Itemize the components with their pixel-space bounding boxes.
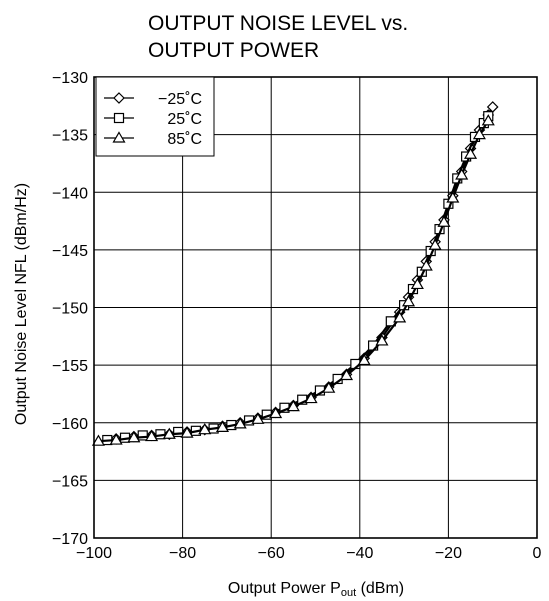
series-square	[102, 111, 494, 446]
x-axis-label-unit: (dBm)	[356, 580, 404, 597]
triangle-marker	[419, 259, 433, 271]
square-marker	[137, 430, 148, 441]
triangle-marker	[455, 168, 469, 180]
legend-label: 85˚C	[167, 131, 202, 148]
triangle-marker	[464, 147, 478, 159]
x-tick-label: −20	[435, 545, 462, 562]
legend-item: 25˚C	[104, 111, 202, 128]
triangle-marker	[251, 412, 265, 424]
x-tick-label: 0	[533, 545, 542, 562]
triangle-marker	[269, 406, 283, 419]
tick-labels: −100 −80 −60 −40 −20 0 −130 −135 −140 −145 −150 −15…	[52, 70, 542, 562]
triangle-marker	[339, 368, 354, 381]
triangle-marker	[198, 422, 212, 435]
y-tick-label: −155	[52, 358, 88, 375]
triangle-marker	[215, 420, 230, 432]
triangle-marker	[233, 417, 247, 429]
legend-square-marker	[113, 112, 125, 124]
triangle-marker	[180, 426, 194, 438]
legend-item: 85˚C	[104, 131, 202, 148]
y-tick-label: −130	[52, 70, 88, 87]
y-tick-label: −135	[52, 128, 88, 145]
triangle-marker	[286, 399, 300, 412]
x-tick-label: −80	[169, 545, 196, 562]
triangle-marker	[437, 215, 451, 227]
triangle-marker	[162, 427, 176, 439]
x-tick-label: −100	[76, 545, 112, 562]
legend-diamond-marker	[113, 92, 125, 104]
y-tick-label: −145	[52, 243, 88, 260]
x-axis-label: Output Power Pout (dBm)	[228, 580, 404, 599]
square-marker	[173, 426, 184, 438]
legend-triangle-marker	[112, 131, 126, 143]
legend-label: 25˚C	[167, 111, 202, 128]
triangle-marker	[375, 334, 389, 346]
triangle-marker	[109, 433, 123, 445]
triangle-marker	[401, 295, 416, 307]
legend-item: −25˚C	[104, 91, 202, 108]
triangle-marker	[145, 429, 159, 442]
y-tick-label: −140	[52, 185, 88, 202]
triangle-marker	[428, 238, 442, 250]
x-tick-label: −60	[258, 545, 285, 562]
series-line	[116, 106, 494, 440]
triangle-marker	[410, 277, 424, 290]
chart-title-line2: OUTPUT POWER	[148, 39, 319, 62]
x-axis-label-subscript: out	[341, 587, 356, 599]
triangle-marker	[472, 127, 486, 140]
y-tick-label: −165	[52, 473, 88, 490]
series-line	[98, 120, 490, 443]
chart-title-line1: OUTPUT NOISE LEVEL vs.	[148, 12, 408, 35]
x-tick-label: −40	[346, 545, 373, 562]
legend-label: −25˚C	[158, 91, 202, 108]
triangle-marker	[304, 391, 318, 404]
triangle-marker	[357, 353, 371, 366]
y-tick-label: −150	[52, 301, 88, 318]
triangle-marker	[127, 431, 141, 443]
y-axis-label: Output Noise Level NFL (dBm/Hz)	[13, 183, 30, 425]
triangle-marker	[91, 434, 105, 446]
triangle-marker	[393, 311, 407, 323]
triangle-marker	[446, 191, 460, 203]
x-axis-label-main: Output Power P	[228, 580, 341, 597]
series-layer	[91, 101, 499, 446]
triangle-marker	[481, 114, 495, 126]
y-tick-label: −170	[52, 531, 88, 548]
triangle-marker	[322, 381, 336, 393]
y-tick-label: −160	[52, 416, 88, 433]
legend: −25˚C 25˚C 85˚C	[95, 76, 215, 157]
plot-area-frame	[93, 76, 538, 539]
series-line	[107, 115, 490, 442]
series-triangle	[91, 114, 495, 446]
